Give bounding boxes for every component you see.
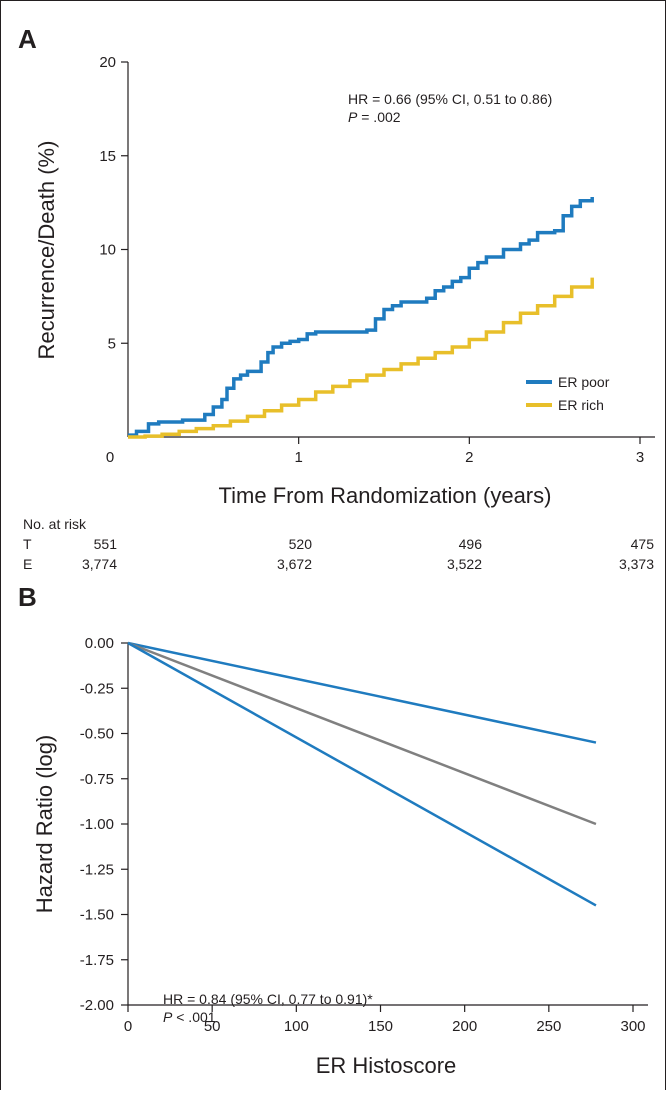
y-tick-label: 15 [99, 148, 116, 165]
y-tick-label: -0.25 [80, 680, 114, 697]
risk-value: 551 [94, 536, 118, 552]
panel-b-y-axis-title: Hazard Ratio (log) [32, 735, 57, 914]
panel-b-label: B [18, 582, 37, 612]
legend-label-er-rich: ER rich [558, 397, 604, 413]
x-tick-label: 300 [620, 1018, 645, 1035]
panel-a-x-axis-title: Time From Randomization (years) [219, 483, 552, 508]
risk-value: 520 [289, 536, 313, 552]
km-line-er-poor [128, 197, 594, 437]
panel-a-p-symbol: P [348, 109, 358, 125]
y-tick-label: 5 [108, 335, 116, 352]
panel-b-p-value: < .001 [172, 1009, 215, 1025]
y-tick-label: 0.00 [85, 635, 114, 652]
km-line-er-rich [128, 277, 594, 439]
estimate-line [127, 641, 597, 826]
panel-b-annotation-hr: HR = 0.84 (95% CI, 0.77 to 0.91)* [163, 991, 373, 1007]
panel-b-annotation-p: P < .001 [163, 1009, 216, 1025]
y-tick-label: -1.00 [80, 816, 114, 833]
x-tick-label: 3 [636, 449, 644, 466]
panel-a-plot: 5 10 15 20 0 1 2 3 [99, 54, 655, 466]
x-tick-label: 0 [106, 449, 114, 466]
risk-value: 3,774 [82, 556, 117, 572]
panel-b-x-axis-title: ER Histoscore [316, 1053, 457, 1078]
x-tick-label: 0 [124, 1018, 132, 1035]
panel-a-y-axis-title: Recurrence/Death (%) [34, 141, 59, 360]
risk-value: 3,522 [447, 556, 482, 572]
risk-value: 3,672 [277, 556, 312, 572]
y-tick-label: 20 [99, 54, 116, 71]
panel-b-p-symbol: P [163, 1009, 173, 1025]
x-tick-label: 50 [204, 1018, 221, 1035]
ci-lower-line [127, 641, 597, 907]
x-tick-label: 100 [284, 1018, 309, 1035]
y-tick-label: -2.00 [80, 997, 114, 1014]
x-tick-label: 200 [452, 1018, 477, 1035]
x-tick-label: 250 [536, 1018, 561, 1035]
legend-label-er-poor: ER poor [558, 374, 610, 390]
panel-b-plot: 0.00 -0.25 -0.50 -0.75 -1.00 -1.25 -1.50 -1.75 -… [80, 635, 648, 1035]
x-tick-label: 2 [465, 449, 473, 466]
y-tick-label: -0.50 [80, 726, 114, 743]
risk-row-label-t: T [23, 536, 32, 552]
ci-upper-line [127, 641, 597, 744]
y-tick-label: -1.25 [80, 861, 114, 878]
panel-a-p-value: = .002 [357, 109, 400, 125]
x-tick-label: 1 [294, 449, 302, 466]
y-tick-label: 10 [99, 242, 116, 259]
risk-table-title: No. at risk [23, 516, 87, 532]
risk-value: 3,373 [619, 556, 654, 572]
x-tick-label: 150 [368, 1018, 393, 1035]
risk-value: 496 [459, 536, 483, 552]
y-tick-label: -0.75 [80, 771, 114, 788]
risk-value: 475 [631, 536, 655, 552]
y-tick-label: -1.75 [80, 952, 114, 969]
panel-a-label: A [18, 24, 37, 54]
risk-row-label-e: E [23, 556, 32, 572]
panel-a-annotation-p: P = .002 [348, 109, 401, 125]
panel-a-annotation-hr: HR = 0.66 (95% CI, 0.51 to 0.86) [348, 91, 552, 107]
y-tick-label: -1.50 [80, 907, 114, 924]
